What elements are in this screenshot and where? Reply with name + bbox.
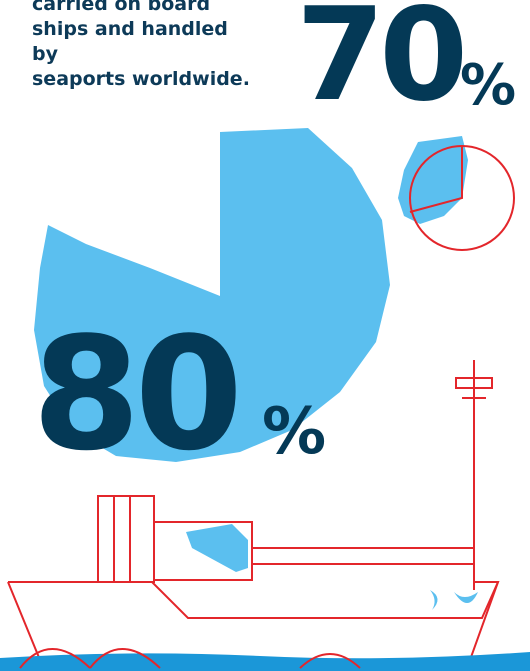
intro-text: carried on board ships and handled by se… xyxy=(32,0,252,92)
wave-arcs xyxy=(19,648,361,669)
intro-line-3: seaports worldwide. xyxy=(32,68,250,90)
red-wedge-lines xyxy=(409,146,463,213)
ship-hull xyxy=(7,581,500,661)
porthole-1 xyxy=(430,590,438,610)
stat-80-percent: % xyxy=(262,395,327,469)
stat-70-percent: % xyxy=(460,53,517,118)
large-pie-chart xyxy=(34,128,390,462)
porthole-2 xyxy=(454,592,478,603)
intro-line-1: carried on board xyxy=(32,0,211,15)
stat-80-number: 80 xyxy=(32,303,243,485)
cabin-splash xyxy=(186,524,248,572)
ship-mast xyxy=(455,360,493,590)
sea xyxy=(0,652,530,671)
ship-funnel xyxy=(97,495,155,583)
ship-cabin xyxy=(153,521,474,581)
small-pie-chart xyxy=(398,136,468,224)
intro-line-2: ships and handled by xyxy=(32,18,228,65)
stat-70-number: 70 xyxy=(296,0,468,130)
